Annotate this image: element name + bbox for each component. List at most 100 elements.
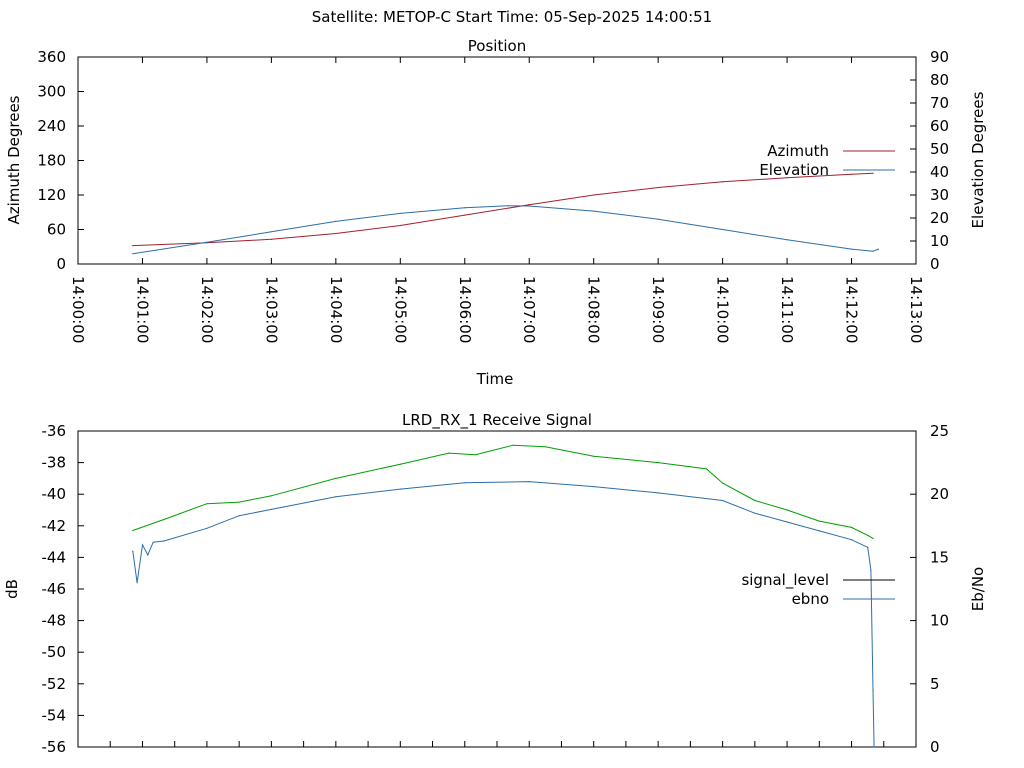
receive-y2-tick-label: 15 bbox=[930, 548, 949, 566]
ebno-series-line bbox=[132, 481, 875, 748]
elevation-series-line-point bbox=[850, 248, 853, 250]
signal-level-series-line-point bbox=[512, 444, 514, 446]
position-x-tick-label: 14:05:00 bbox=[391, 276, 409, 343]
receive-plot-frame bbox=[77, 430, 917, 748]
receive-y2-tick-label: 20 bbox=[930, 485, 949, 503]
position-y2-tick-label: 60 bbox=[930, 117, 949, 135]
elevation-series-line-point bbox=[872, 250, 874, 252]
signal-level-series-line-point bbox=[335, 477, 337, 479]
ebno-series-line-point bbox=[147, 554, 149, 556]
elevation-series-line-point bbox=[877, 248, 880, 250]
position-ylabel: Azimuth Degrees bbox=[5, 95, 23, 224]
legend-label-elevation: Elevation bbox=[759, 161, 829, 179]
azimuth-series-line-point bbox=[722, 181, 724, 183]
position-x-tick-label: 14:01:00 bbox=[133, 276, 151, 343]
position-y2-tick-label: 20 bbox=[930, 209, 949, 227]
elevation-series-line-point bbox=[528, 205, 530, 207]
receive-y2label: Eb/No bbox=[969, 567, 987, 611]
ebno-series-line-point bbox=[152, 541, 154, 543]
elevation-series-line-point bbox=[270, 231, 272, 233]
signal-level-series-line-point bbox=[705, 468, 708, 470]
receive-legend: signal_level ebno bbox=[741, 571, 895, 608]
azimuth-series-line bbox=[132, 172, 874, 247]
position-y2-tick-label: 0 bbox=[930, 255, 940, 273]
receive-y-tick-label: -50 bbox=[42, 643, 67, 661]
signal-level-series-line-point bbox=[399, 463, 401, 465]
ebno-series-line-point bbox=[754, 512, 756, 514]
receive-signal-chart: LRD_RX_1 Receive Signal dB Eb/No -36 -38 -… bbox=[3, 411, 987, 756]
ebno-series-line-point bbox=[850, 539, 853, 541]
ebno-series-line-point bbox=[136, 582, 138, 584]
ebno-series-line-point bbox=[464, 482, 466, 484]
position-y2-tick-label: 90 bbox=[930, 48, 949, 66]
position-chart-title: Position bbox=[468, 37, 526, 55]
legend-label-ebno: ebno bbox=[792, 590, 829, 608]
position-y2-tick-label: 40 bbox=[930, 163, 949, 181]
elevation-series-line-point bbox=[132, 253, 134, 255]
ebno-series-line-point bbox=[238, 515, 240, 517]
position-y-tick-label: 240 bbox=[37, 117, 66, 135]
elevation-series-line-point bbox=[593, 210, 595, 212]
ebno-series-line-point bbox=[870, 569, 872, 571]
position-y-tick-label: 60 bbox=[47, 221, 66, 239]
position-y-tick-label: 300 bbox=[37, 83, 66, 101]
page-title: Satellite: METOP-C Start Time: 05-Sep-20… bbox=[312, 8, 712, 26]
ebno-series-line-point bbox=[872, 689, 874, 691]
position-y-tick-label: 120 bbox=[37, 186, 66, 204]
elevation-series-line-point bbox=[464, 207, 466, 209]
position-x-tick-label: 14:10:00 bbox=[714, 276, 732, 343]
azimuth-series-line-point bbox=[270, 238, 272, 240]
ebno-series-line-point bbox=[873, 746, 875, 748]
ebno-series-line-point bbox=[163, 540, 165, 542]
position-x-tick-label: 14:09:00 bbox=[649, 276, 667, 343]
signal-level-series-line-point bbox=[657, 462, 659, 464]
position-y2label: Elevation Degrees bbox=[969, 91, 987, 228]
receive-y2-tick-label: 0 bbox=[930, 738, 940, 756]
receive-y-tick-label: -46 bbox=[42, 580, 67, 598]
ebno-series-line-point bbox=[206, 527, 208, 529]
position-y-tick-label: 360 bbox=[37, 48, 66, 66]
legend-label-signal-level: signal_level bbox=[741, 571, 829, 590]
signal-level-series-line-point bbox=[163, 518, 165, 521]
signal-level-series-line-point bbox=[238, 501, 240, 503]
elevation-series-line-point bbox=[335, 220, 337, 222]
position-y-tick-label: 180 bbox=[37, 152, 66, 170]
ebno-series-line-point bbox=[335, 496, 337, 498]
position-y2-tick-label: 10 bbox=[930, 232, 949, 250]
signal-level-series-line-point bbox=[544, 446, 546, 448]
signal-level-series-line-point bbox=[474, 454, 477, 456]
receive-y-tick-label: -54 bbox=[42, 706, 67, 724]
azimuth-series-line-point bbox=[872, 172, 874, 174]
position-y-tick-label: 0 bbox=[56, 255, 66, 273]
signal-level-series-line-point bbox=[206, 503, 208, 505]
azimuth-series-line-point bbox=[335, 232, 337, 235]
azimuth-series-line-point bbox=[593, 194, 595, 196]
ebno-series-line-point bbox=[867, 546, 869, 548]
signal-level-series-line-point bbox=[270, 495, 272, 497]
position-x-tick-label: 14:06:00 bbox=[456, 276, 474, 343]
azimuth-series-line-point bbox=[786, 177, 788, 179]
position-x-tick-label: 14:12:00 bbox=[843, 276, 861, 343]
receive-y-tick-label: -48 bbox=[42, 612, 67, 630]
signal-level-series-line-point bbox=[867, 534, 869, 536]
elevation-series-line-point bbox=[657, 218, 659, 220]
ebno-series-line-point bbox=[528, 481, 530, 483]
position-x-tick-label: 14:13:00 bbox=[907, 276, 925, 343]
azimuth-series-line-point bbox=[528, 204, 530, 206]
receive-y2-tick-label: 10 bbox=[930, 612, 949, 630]
ebno-series-line-point bbox=[818, 530, 820, 532]
receive-ylabel: dB bbox=[3, 579, 21, 599]
position-x-tick-label: 14:03:00 bbox=[262, 276, 280, 343]
elevation-series-line-point bbox=[399, 212, 401, 214]
elevation-series-line-point bbox=[206, 241, 208, 243]
signal-level-series-line-point bbox=[593, 455, 595, 457]
azimuth-series-line-point bbox=[657, 186, 659, 189]
ebno-series-line-point bbox=[722, 499, 724, 502]
elevation-series-line bbox=[132, 205, 879, 255]
position-y2-tick-label: 30 bbox=[930, 186, 949, 204]
position-chart: Position Azimuth Degrees Elevation Degre… bbox=[5, 37, 987, 388]
receive-y-tick-label: -56 bbox=[42, 738, 67, 756]
ebno-series-line-point bbox=[593, 486, 595, 488]
signal-level-series-line-point bbox=[448, 452, 450, 454]
